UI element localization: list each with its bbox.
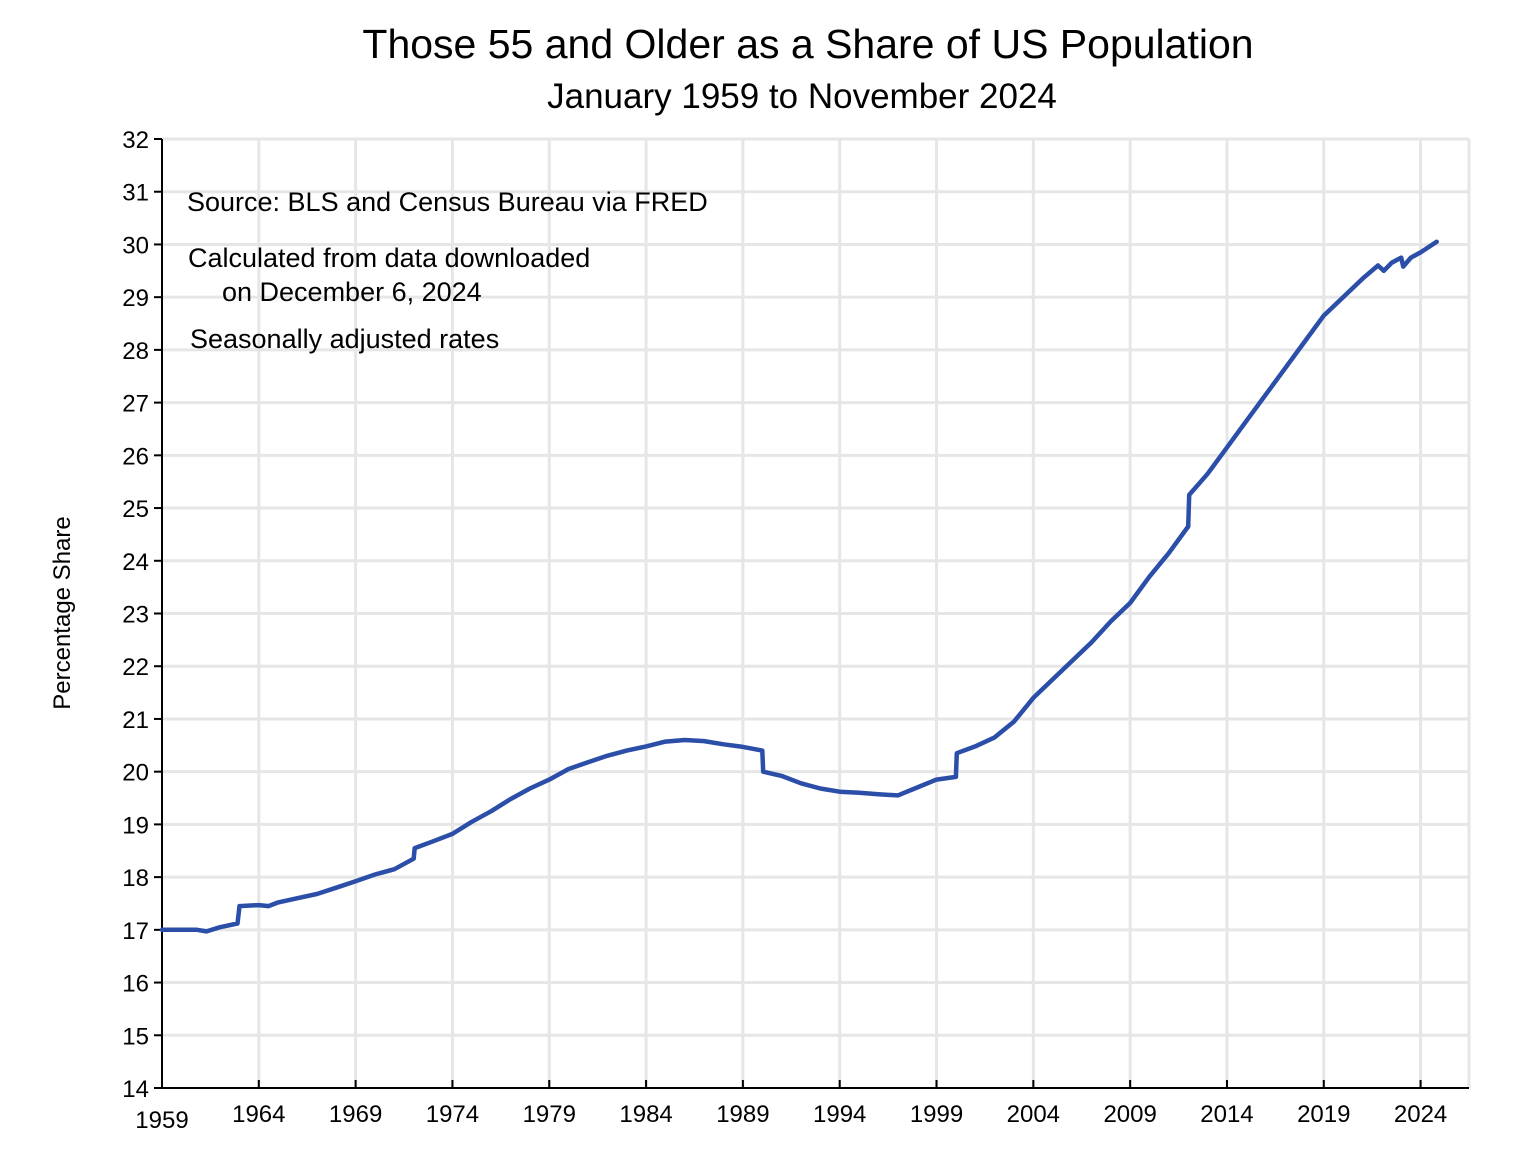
y-axis-label: Percentage Share — [49, 516, 76, 709]
x-tick-label: 1994 — [813, 1101, 866, 1128]
x-tick-label: 1959 — [135, 1107, 188, 1134]
y-tick-label: 24 — [122, 549, 149, 576]
y-tick-label: 22 — [122, 654, 149, 681]
x-tick-label: 1999 — [910, 1101, 963, 1128]
y-tick-label: 23 — [122, 602, 149, 629]
chart-title: Those 55 and Older as a Share of US Popu… — [362, 21, 1253, 67]
x-tick-label: 1964 — [232, 1101, 285, 1128]
y-tick-label: 21 — [122, 707, 149, 734]
y-tick-label: 31 — [122, 180, 149, 207]
grid — [162, 137, 1471, 1088]
annotation-calculated: Calculated from data downloaded — [188, 243, 590, 273]
y-tick-label: 18 — [122, 865, 149, 892]
annotation-source: Source: BLS and Census Bureau via FRED — [187, 187, 708, 217]
series-group — [159, 239, 1439, 934]
x-tick-label: 2004 — [1007, 1101, 1060, 1128]
series-line — [159, 239, 1439, 934]
y-tick-label: 26 — [122, 443, 149, 470]
y-tick-label: 19 — [122, 812, 149, 839]
y-tick-label: 15 — [122, 1023, 149, 1050]
x-tick-label: 2024 — [1394, 1101, 1447, 1128]
y-tick-label: 28 — [122, 338, 149, 365]
x-tick-label: 1969 — [329, 1101, 382, 1128]
annotation-seasonal: Seasonally adjusted rates — [190, 324, 499, 354]
x-tick-labels: 1959 1964 1969 1974 1979 1984 1989 1994 1999 2004… — [135, 1101, 1447, 1134]
y-tick-label: 17 — [122, 918, 149, 945]
y-tick-label: 27 — [122, 391, 149, 418]
x-tick-label: 2009 — [1103, 1101, 1156, 1128]
x-tick-label: 1984 — [619, 1101, 672, 1128]
x-tick-label: 2019 — [1297, 1101, 1350, 1128]
chart-subtitle: January 1959 to November 2024 — [547, 77, 1057, 116]
y-tick-label: 32 — [122, 127, 149, 154]
x-tick-label: 1974 — [426, 1101, 479, 1128]
y-tick-label: 14 — [122, 1076, 149, 1103]
y-tick-labels: 14 15 16 17 18 19 20 21 22 23 24 25 26 27 28 29 30 31 32 — [122, 127, 149, 1103]
annotation-date: on December 6, 2024 — [222, 277, 482, 307]
x-tick-label: 1989 — [716, 1101, 769, 1128]
y-tick-label: 25 — [122, 496, 149, 523]
y-tick-label: 30 — [122, 232, 149, 259]
x-tick-label: 2014 — [1200, 1101, 1253, 1128]
x-tick-label: 1979 — [523, 1101, 576, 1128]
y-tick-label: 16 — [122, 971, 149, 998]
y-tick-label: 20 — [122, 760, 149, 787]
y-tick-label: 29 — [122, 285, 149, 312]
